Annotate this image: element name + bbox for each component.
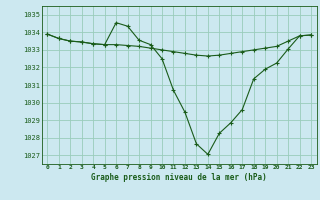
X-axis label: Graphe pression niveau de la mer (hPa): Graphe pression niveau de la mer (hPa): [91, 173, 267, 182]
